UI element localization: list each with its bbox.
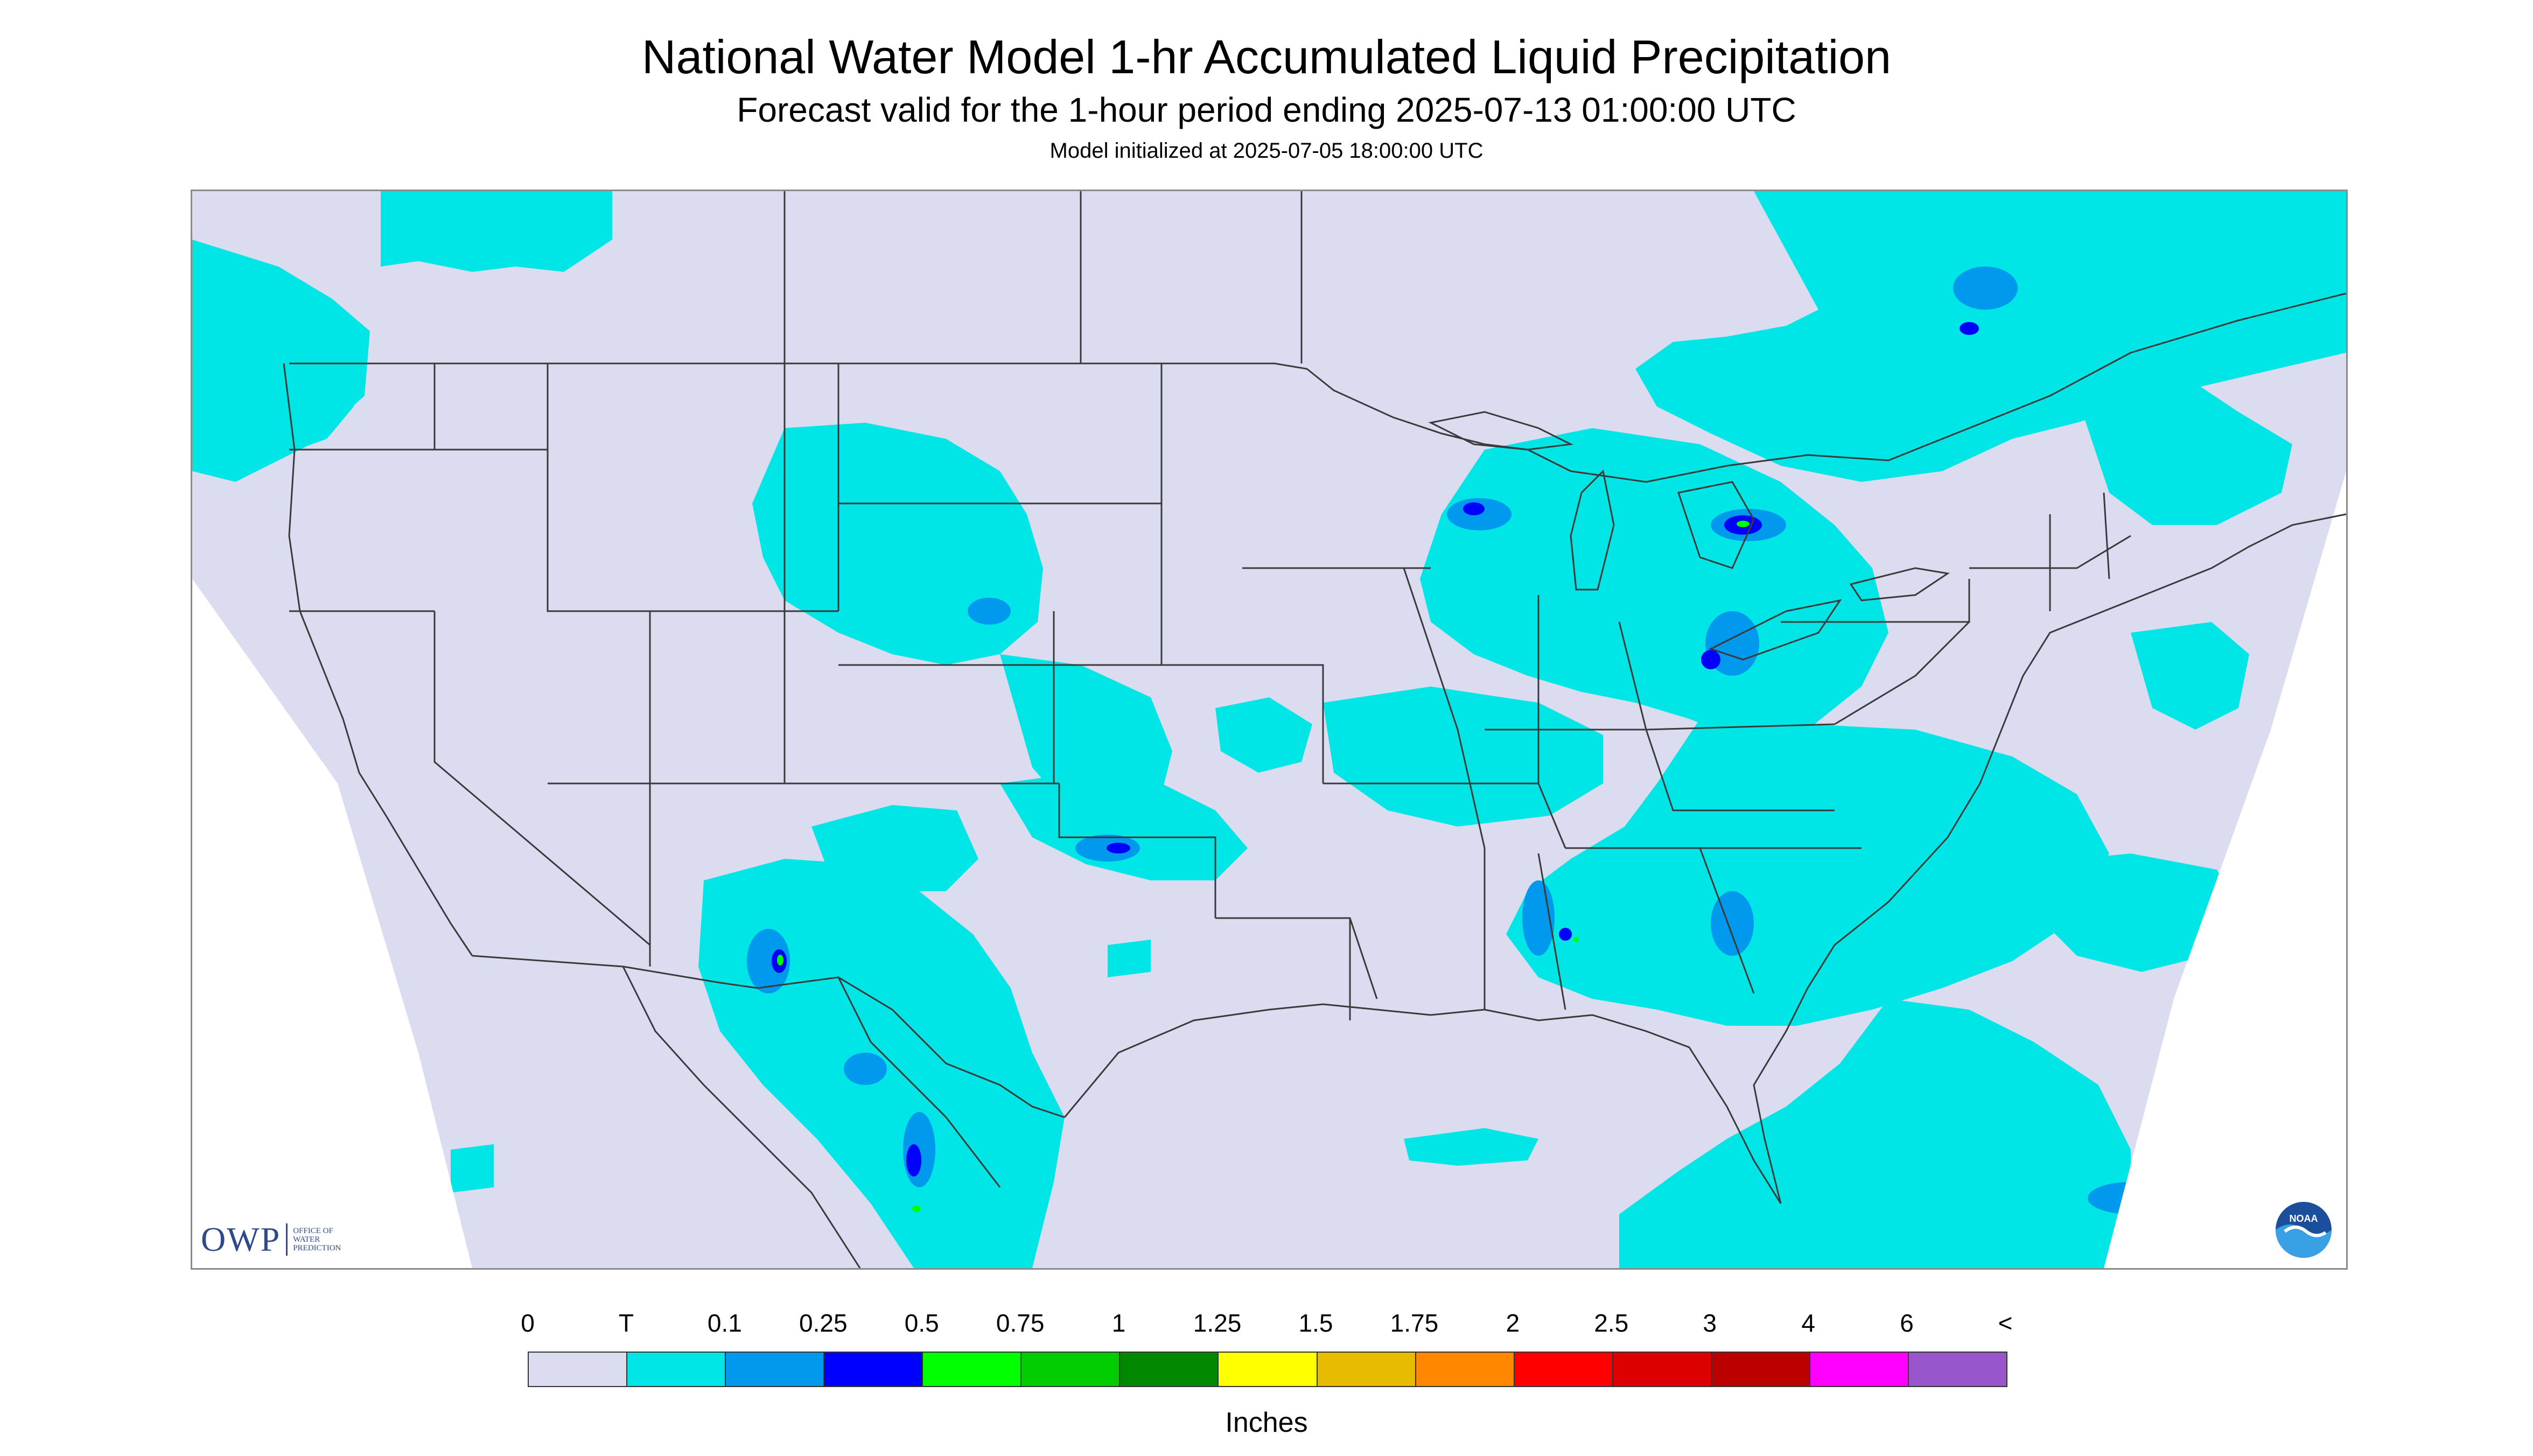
legend-label: 0.25 <box>799 1309 848 1337</box>
legend-label: 0.75 <box>996 1309 1045 1337</box>
legend-swatch <box>1711 1353 1810 1386</box>
owp-logo: OWP OFFICE OF WATER PREDICTION <box>201 1220 341 1259</box>
legend-swatch <box>1613 1353 1712 1386</box>
color-legend <box>528 1352 2007 1387</box>
model-init-line: Model initialized at 2025-07-05 18:00:00… <box>1049 139 1484 163</box>
moderate-precip-areas <box>772 322 1979 1177</box>
legend-label: 2.5 <box>1594 1309 1629 1337</box>
legend-units: Inches <box>1225 1407 1308 1438</box>
legend-label: 0.5 <box>904 1309 939 1337</box>
legend-swatch <box>1021 1353 1121 1386</box>
legend-labels: 0 T 0.1 0.25 0.5 0.75 1 1.25 1.5 1.75 2 2.5 3 4 6 < <box>0 1308 2533 1341</box>
legend-label: 0 <box>521 1309 535 1337</box>
owp-logo-divider <box>286 1223 288 1256</box>
legend-label: 2 <box>1506 1309 1520 1337</box>
legend-swatch <box>627 1353 726 1386</box>
precip-layer <box>192 191 2346 1268</box>
legend-swatch <box>1120 1353 1219 1386</box>
noaa-logo: NOAA <box>2276 1202 2332 1258</box>
legend-swatch <box>1810 1353 1909 1386</box>
precipitation-map: OWP OFFICE OF WATER PREDICTION NOAA <box>191 190 2348 1270</box>
legend-label: 6 <box>1900 1309 1914 1337</box>
legend-swatch <box>1908 1353 2006 1386</box>
legend-label: 1.75 <box>1390 1309 1439 1337</box>
legend-swatch <box>1416 1353 1515 1386</box>
legend-swatch <box>1514 1353 1613 1386</box>
legend-label: 1.25 <box>1193 1309 1242 1337</box>
legend-label: 0.1 <box>707 1309 742 1337</box>
legend-label: < <box>1998 1309 2013 1337</box>
legend-label: 3 <box>1703 1309 1717 1337</box>
svg-text:NOAA: NOAA <box>2290 1213 2318 1224</box>
legend-swatch <box>1317 1353 1416 1386</box>
map-canvas <box>192 191 2346 1268</box>
map-title: National Water Model 1-hr Accumulated Li… <box>641 30 1892 83</box>
heavy-precip-areas <box>777 521 1750 1212</box>
legend-swatch <box>824 1353 923 1386</box>
legend-swatch <box>529 1353 628 1386</box>
owp-logo-wordmark: OWP <box>201 1220 281 1258</box>
legend-swatch <box>1219 1353 1318 1386</box>
legend-label: 1 <box>1111 1309 1126 1337</box>
owp-logo-subtext: OFFICE OF WATER PREDICTION <box>293 1227 341 1252</box>
legend-swatch <box>726 1353 825 1386</box>
map-subtitle: Forecast valid for the 1-hour period end… <box>737 90 1796 129</box>
legend-label: T <box>618 1309 634 1337</box>
legend-label: 4 <box>1801 1309 1815 1337</box>
state-boundaries <box>283 191 2346 1268</box>
legend-swatch <box>923 1353 1022 1386</box>
legend-label: 1.5 <box>1298 1309 1333 1337</box>
trace-precip-areas <box>192 191 2346 1268</box>
